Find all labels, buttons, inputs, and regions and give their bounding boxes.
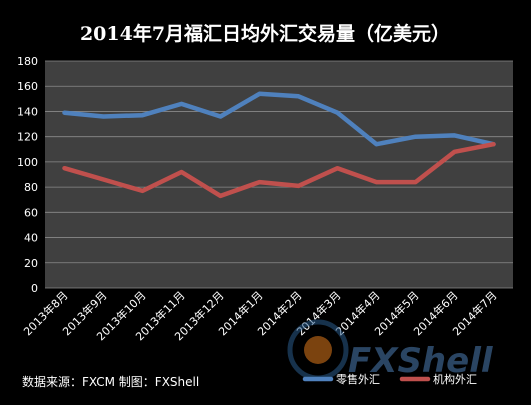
series-2-point xyxy=(102,178,105,182)
legend-label-1: 零售外汇 xyxy=(336,372,380,386)
series-2-point xyxy=(219,194,222,198)
legend-label-2: 机构外汇 xyxy=(433,372,477,386)
series-1-point xyxy=(414,135,417,139)
y-tick-label: 140 xyxy=(17,105,38,118)
series-2-point xyxy=(453,150,456,154)
y-tick-label: 120 xyxy=(17,131,38,144)
series-1-point xyxy=(63,111,66,115)
y-tick-label: 160 xyxy=(17,80,38,93)
series-1-point xyxy=(141,113,144,117)
series-1-point xyxy=(102,114,105,118)
y-tick-label: 180 xyxy=(17,55,38,68)
series-2-point xyxy=(336,166,339,170)
series-2-point xyxy=(180,170,183,174)
y-axis-ticks: 0 20 40 60 80 100 120 140 160 180 xyxy=(17,55,38,295)
watermark-ring-center xyxy=(304,336,332,364)
series-2-point xyxy=(141,189,144,193)
series-1-point xyxy=(180,102,183,106)
y-tick-label: 60 xyxy=(24,206,38,219)
y-tick-label: 80 xyxy=(24,181,38,194)
y-tick-label: 20 xyxy=(24,257,38,270)
series-1-point xyxy=(258,92,261,96)
series-2-point xyxy=(492,142,495,146)
y-tick-label: 40 xyxy=(24,232,38,245)
plot-area xyxy=(45,61,513,288)
series-1-point xyxy=(336,111,339,115)
chart-title: 2014年7月福汇日均外汇交易量（亿美元） xyxy=(80,22,450,45)
series-1-point xyxy=(297,94,300,98)
y-tick-label: 100 xyxy=(17,156,38,169)
series-2-point xyxy=(297,184,300,188)
series-line-1 xyxy=(62,91,496,147)
series-2-point xyxy=(414,180,417,184)
series-1-point xyxy=(375,142,378,146)
watermark-text: FXShell xyxy=(348,341,494,381)
y-tick-label: 0 xyxy=(31,282,38,295)
fxshell-watermark-logo: FXShell xyxy=(287,319,494,381)
series-1-point xyxy=(453,133,456,137)
series-2-point xyxy=(63,166,66,170)
series-2-point xyxy=(375,180,378,184)
series-2-point xyxy=(258,180,261,184)
legend: 零售外汇 机构外汇 xyxy=(302,372,477,386)
series-1-point xyxy=(219,114,222,118)
footer-source-text: 数据来源：FXCM 制图：FXShell xyxy=(22,374,199,389)
series-line-2 xyxy=(62,141,496,199)
series-lines xyxy=(62,91,496,199)
